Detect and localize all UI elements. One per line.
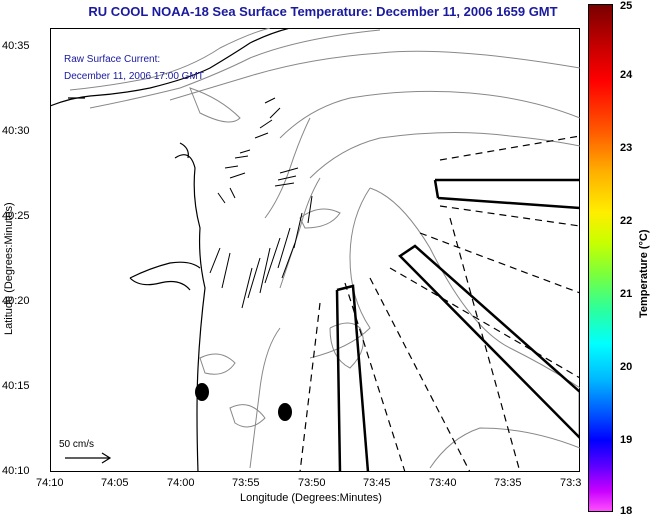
colorbar-tick: 19	[620, 434, 633, 446]
colorbar-tick: 21	[620, 288, 633, 300]
current-timestamp: December 11, 2006 17:00 GMT	[64, 71, 204, 82]
radar-site-marker	[195, 383, 209, 401]
y-axis-label: Latitude (Degrees:Minutes)	[3, 202, 15, 335]
x-tick: 73:45	[363, 477, 391, 489]
colorbar-label: Temperature (°C)	[638, 229, 650, 318]
x-tick: 73:55	[232, 477, 260, 489]
radar-sectors	[335, 178, 580, 472]
x-tick: 73:50	[298, 477, 326, 489]
colorbar-tick: 18	[620, 505, 633, 517]
y-tick: 40:30	[2, 125, 30, 137]
x-tick: 73:40	[429, 477, 457, 489]
surface-current-arrows	[209, 97, 313, 309]
coastline	[50, 28, 291, 472]
map-frame: Raw Surface Current: December 11, 2006 1…	[50, 28, 580, 472]
colorbar-tick: 23	[620, 142, 633, 154]
x-tick: 73:3	[560, 477, 582, 489]
current-label: Raw Surface Current:	[64, 54, 161, 65]
bathymetry-contours	[69, 28, 580, 469]
x-tick: 74:05	[101, 477, 129, 489]
x-tick: 73:35	[494, 477, 522, 489]
colorbar-tick: 24	[620, 69, 633, 81]
map-canvas	[50, 28, 580, 472]
y-tick: 40:35	[2, 40, 30, 52]
radar-site-marker	[278, 403, 292, 421]
y-tick: 40:25	[2, 210, 30, 222]
colorbar-tick: 25	[620, 0, 633, 12]
y-tick: 40:20	[2, 295, 30, 307]
x-tick: 74:00	[167, 477, 195, 489]
colorbar-tick: 20	[620, 361, 633, 373]
y-tick: 40:10	[2, 465, 30, 477]
x-axis-label: Longitude (Degrees:Minutes)	[240, 492, 382, 504]
y-tick: 40:15	[2, 380, 30, 392]
colorbar-tick: 22	[620, 215, 633, 227]
x-tick: 74:10	[36, 477, 64, 489]
scale-arrow	[65, 452, 112, 464]
radar-beams	[299, 135, 580, 472]
chart-title: RU COOL NOAA-18 Sea Surface Temperature:…	[88, 4, 558, 19]
scale-label: 50 cm/s	[59, 439, 95, 450]
colorbar	[588, 4, 613, 512]
